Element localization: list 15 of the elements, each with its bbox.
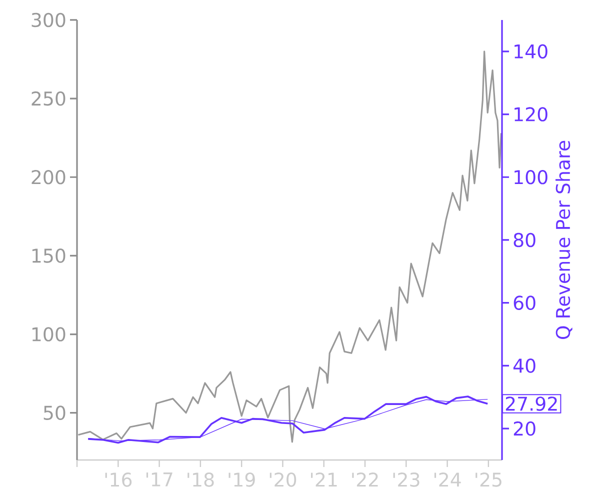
y2-tick-label: 140 (514, 44, 548, 59)
y2-tick-label: 60 (514, 296, 536, 310)
y-tick-label: 200 (32, 170, 66, 184)
y-tick-label: 100 (32, 327, 66, 342)
y-tick-label: 50 (44, 406, 66, 420)
y2-tick-label: 100 (514, 170, 548, 184)
y2-tick-label: 20 (514, 421, 536, 436)
y-tick-label: 300 (32, 12, 66, 28)
y2-tick-label: 120 (514, 107, 548, 122)
y2-tick-label: 80 (514, 232, 536, 248)
y2-axis-title: Q Revenue Per Share (556, 140, 572, 340)
text: 27.92 (506, 396, 557, 411)
y-tick-label: 250 (32, 91, 66, 106)
y-tick-label: 150 (32, 248, 66, 263)
y2-tick-label: 40 (513, 358, 536, 373)
